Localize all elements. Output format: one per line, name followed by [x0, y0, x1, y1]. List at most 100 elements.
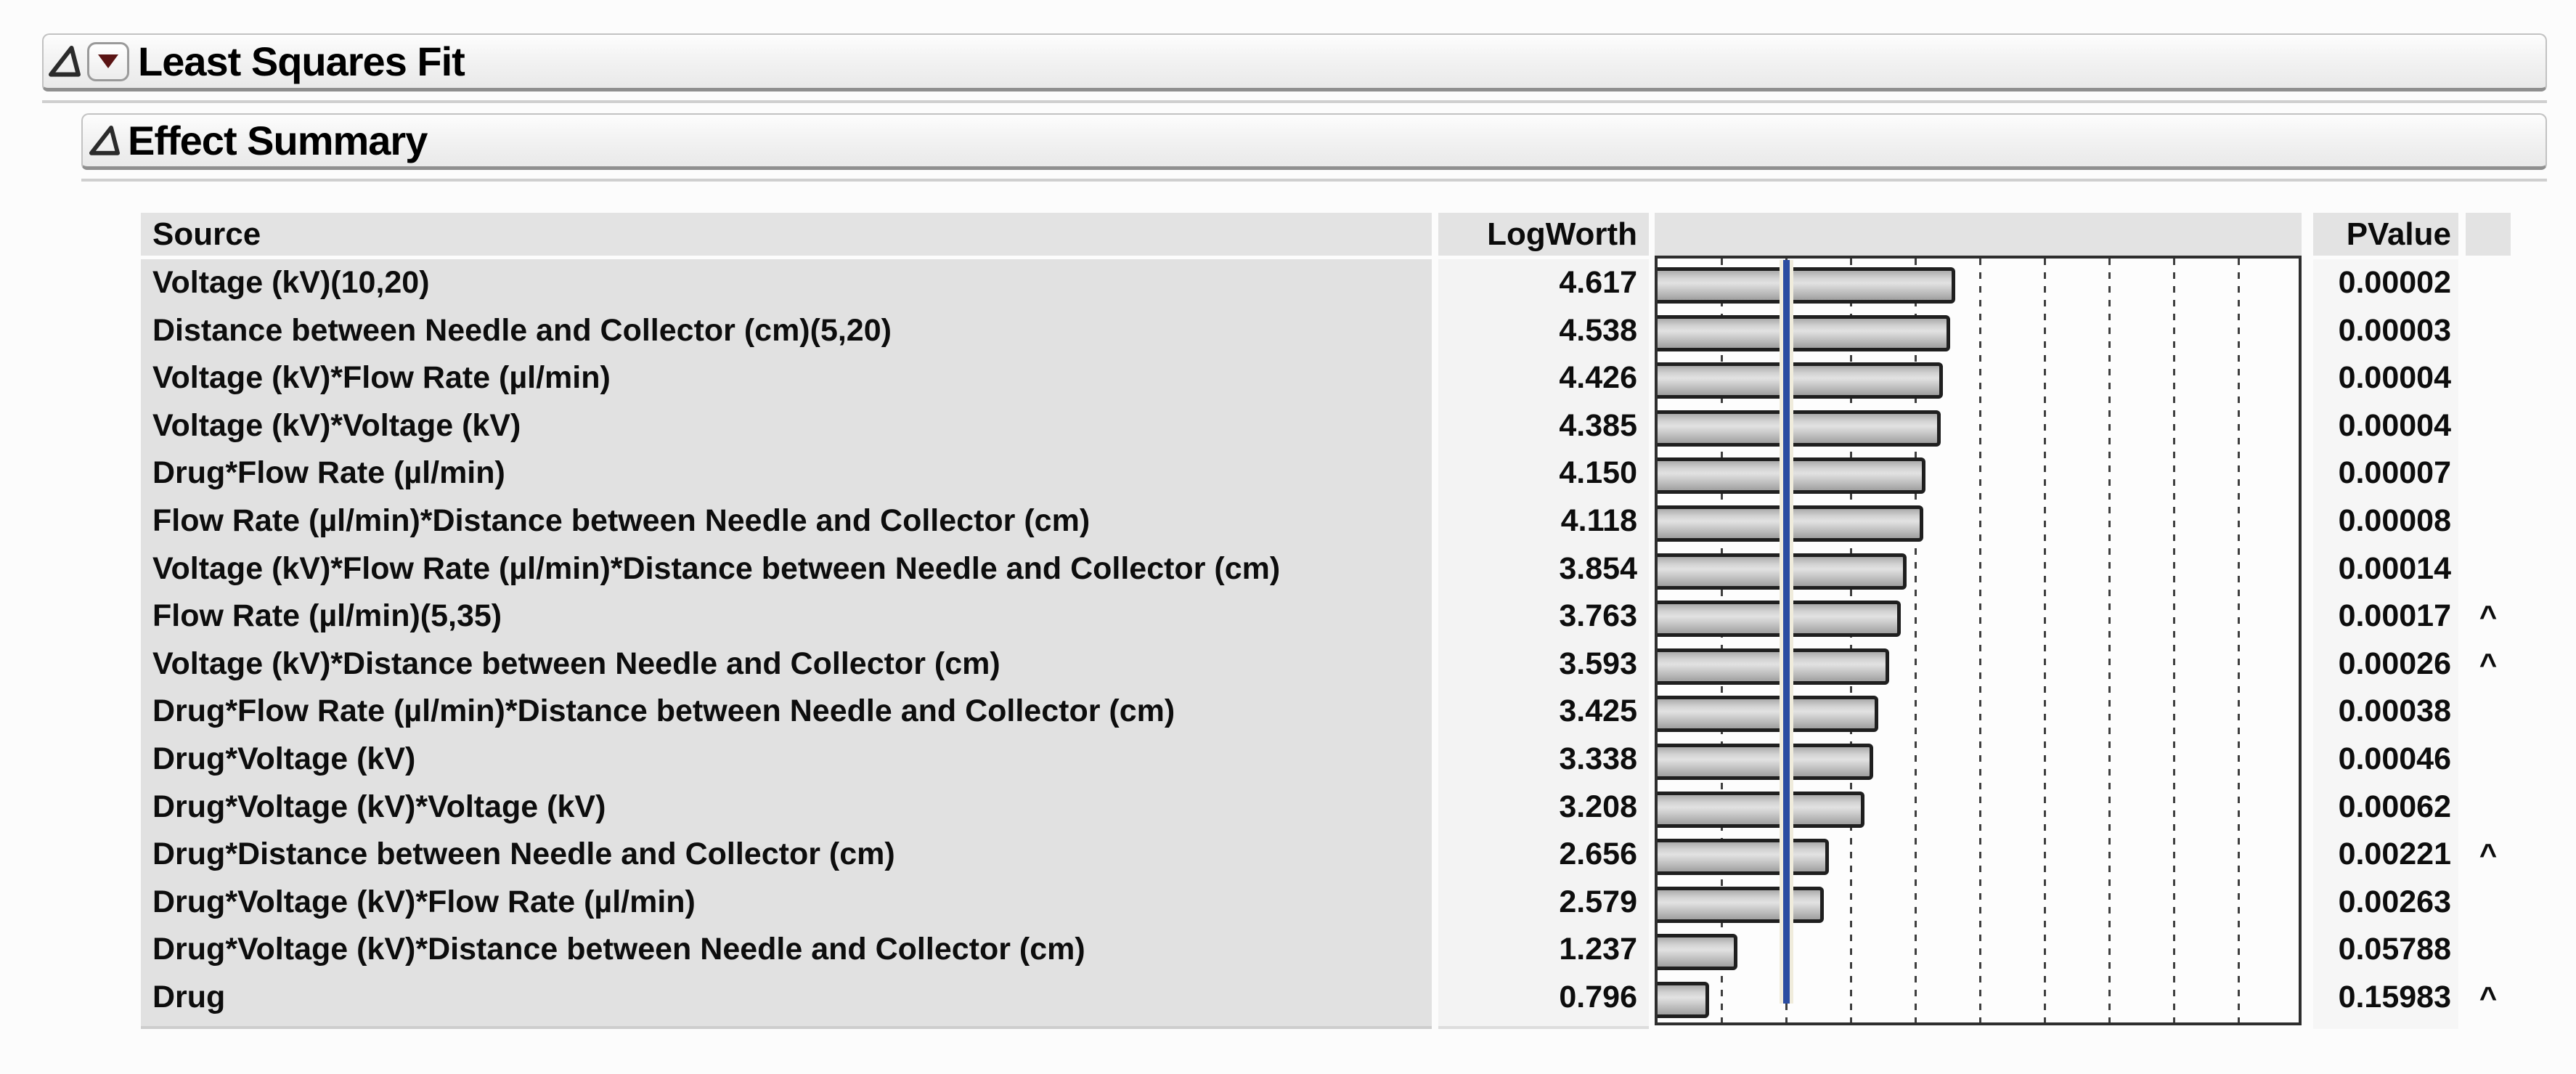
- effect-row-logworth: 4.118: [1560, 503, 1637, 538]
- effect-row-source[interactable]: Drug*Flow Rate (µl/min): [152, 455, 505, 491]
- effect-row-flag: ^: [2479, 646, 2498, 681]
- column-header-logworth[interactable]: LogWorth: [1438, 213, 1649, 256]
- effect-row-pvalue: 0.00263: [2338, 884, 2451, 919]
- logworth-bar-chart: [1655, 256, 2302, 1025]
- logworth-bar: [1658, 934, 1737, 971]
- effect-row-flag: [2466, 402, 2511, 450]
- effect-row-flag: [2466, 449, 2511, 497]
- effect-row-logworth: 3.425: [1559, 693, 1637, 729]
- effect-row-flag: [2466, 545, 2511, 593]
- effect-row-source[interactable]: Flow Rate (µl/min)(5,35): [152, 598, 502, 634]
- significance-threshold-line: [1783, 260, 1790, 1004]
- gridline-logworth-1: [1721, 259, 1724, 1022]
- logworth-bar: [1658, 696, 1879, 733]
- outline-title-effect-summary: Effect Summary: [128, 118, 428, 163]
- effect-row-pvalue: 0.00038: [2338, 693, 2451, 729]
- gridline-logworth-3: [1850, 259, 1853, 1022]
- effect-row-flag: ^: [2479, 599, 2498, 634]
- effect-row-pvalue: 0.00014: [2338, 550, 2451, 586]
- red-triangle-menu-button[interactable]: [87, 41, 129, 81]
- column-header-pvalue[interactable]: PValue: [2313, 213, 2458, 256]
- effect-row-pvalue: 0.00046: [2338, 741, 2451, 776]
- effect-row-source[interactable]: Drug: [152, 979, 226, 1014]
- effect-row-flag: [2466, 736, 2511, 784]
- outline-header-least-squares-fit[interactable]: Least Squares Fit: [42, 33, 2547, 91]
- effect-row-source[interactable]: Drug*Flow Rate (µl/min)*Distance between…: [152, 693, 1175, 729]
- logworth-bar: [1658, 648, 1890, 685]
- effect-row-logworth: 4.385: [1559, 407, 1637, 443]
- effect-row-logworth: 4.538: [1559, 312, 1637, 348]
- source-column: Voltage (kV)(10,20) Distance between Need…: [141, 259, 1432, 1029]
- effect-row-logworth: 4.426: [1559, 360, 1637, 396]
- effect-row-logworth: 3.593: [1559, 646, 1637, 681]
- logworth-bar: [1658, 886, 1825, 923]
- logworth-column: 4.617 4.538 4.426 4.385 4.150 4.118 3.854 3.763…: [1438, 259, 1649, 1029]
- effect-row-logworth: 3.763: [1559, 598, 1637, 634]
- effect-row-logworth: 0.796: [1559, 979, 1637, 1014]
- column-header-pvalue-label: PValue: [2346, 216, 2451, 252]
- column-header-logworth-label: LogWorth: [1487, 216, 1637, 252]
- effect-row-logworth: 4.150: [1559, 455, 1637, 491]
- effect-row-source[interactable]: Voltage (kV)*Flow Rate (µl/min)*Distance…: [152, 550, 1281, 586]
- gridline-logworth-8: [2172, 259, 2175, 1022]
- flag-column: ^ ^ ^ ^: [2466, 259, 2511, 1029]
- effect-row-pvalue: 0.00062: [2338, 789, 2451, 824]
- effect-row-logworth: 3.338: [1559, 741, 1637, 776]
- divider: [42, 100, 2547, 103]
- effect-row-source[interactable]: Distance between Needle and Collector (c…: [152, 312, 892, 348]
- effect-row-source[interactable]: Voltage (kV)(10,20): [152, 265, 430, 300]
- effect-row-pvalue: 0.00004: [2338, 360, 2451, 396]
- effect-row-source[interactable]: Voltage (kV)*Flow Rate (µl/min): [152, 360, 611, 396]
- effect-row-pvalue: 0.05788: [2338, 932, 2451, 967]
- effect-row-source[interactable]: Voltage (kV)*Distance between Needle and…: [152, 646, 1000, 681]
- effect-row-source[interactable]: Flow Rate (µl/min)*Distance between Need…: [152, 503, 1091, 538]
- effect-row-logworth: 4.617: [1559, 265, 1637, 300]
- logworth-bar: [1658, 410, 1941, 447]
- effect-row-pvalue: 0.00007: [2338, 455, 2451, 491]
- effect-row-pvalue: 0.00017: [2338, 598, 2451, 634]
- effect-row-flag: [2466, 497, 2511, 545]
- logworth-bar: [1658, 505, 1924, 542]
- outline-title-least-squares-fit: Least Squares Fit: [138, 38, 465, 84]
- logworth-bar: [1658, 267, 1956, 304]
- logworth-bar: [1658, 982, 1709, 1018]
- effect-row-flag: [2466, 926, 2511, 974]
- effect-row-flag: [2466, 354, 2511, 402]
- effect-row-pvalue: 0.00026: [2338, 646, 2451, 681]
- effect-row-logworth: 3.854: [1559, 550, 1637, 586]
- disclosure-open-icon[interactable]: [48, 45, 81, 78]
- effect-row-source[interactable]: Drug*Voltage (kV)*Flow Rate (µl/min): [152, 884, 696, 919]
- effect-row-source[interactable]: Drug*Distance between Needle and Collect…: [152, 837, 895, 872]
- gridline-logworth-5: [1979, 259, 1981, 1022]
- divider: [81, 179, 2547, 182]
- effect-row-source[interactable]: Drug*Voltage (kV): [152, 741, 416, 776]
- gridline-logworth-7: [2108, 259, 2111, 1022]
- effect-row-source[interactable]: Drug*Voltage (kV)*Distance between Needl…: [152, 932, 1085, 967]
- column-header-source[interactable]: Source: [141, 213, 1432, 256]
- effect-row-pvalue: 0.00004: [2338, 407, 2451, 443]
- disclosure-open-icon[interactable]: [89, 125, 121, 157]
- column-header-flag: [2466, 213, 2511, 256]
- logworth-bar: [1658, 601, 1901, 638]
- red-triangle-icon: [98, 54, 118, 68]
- logworth-bar: [1658, 791, 1865, 828]
- logworth-bar: [1658, 744, 1873, 780]
- effect-row-pvalue: 0.00008: [2338, 503, 2451, 538]
- logworth-bar: [1658, 553, 1907, 590]
- effect-row-pvalue: 0.15983: [2338, 979, 2451, 1014]
- logworth-bar: [1658, 457, 1925, 495]
- effect-row-flag: [2466, 259, 2511, 307]
- outline-header-effect-summary[interactable]: Effect Summary: [81, 113, 2547, 170]
- effect-row-flag: [2466, 879, 2511, 927]
- effect-row-logworth: 1.237: [1559, 932, 1637, 967]
- gridline-logworth-9: [2237, 259, 2240, 1022]
- effect-row-logworth: 3.208: [1559, 789, 1637, 824]
- effect-row-flag: [2466, 688, 2511, 736]
- effect-row-pvalue: 0.00002: [2338, 265, 2451, 300]
- effect-row-flag: ^: [2479, 837, 2498, 872]
- effect-row-source[interactable]: Voltage (kV)*Voltage (kV): [152, 407, 521, 443]
- pvalue-column: 0.00002 0.00003 0.00004 0.00004 0.00007 0.000…: [2313, 259, 2458, 1029]
- effect-row-source[interactable]: Drug*Voltage (kV)*Voltage (kV): [152, 789, 606, 824]
- gridline-logworth-6: [2043, 259, 2046, 1022]
